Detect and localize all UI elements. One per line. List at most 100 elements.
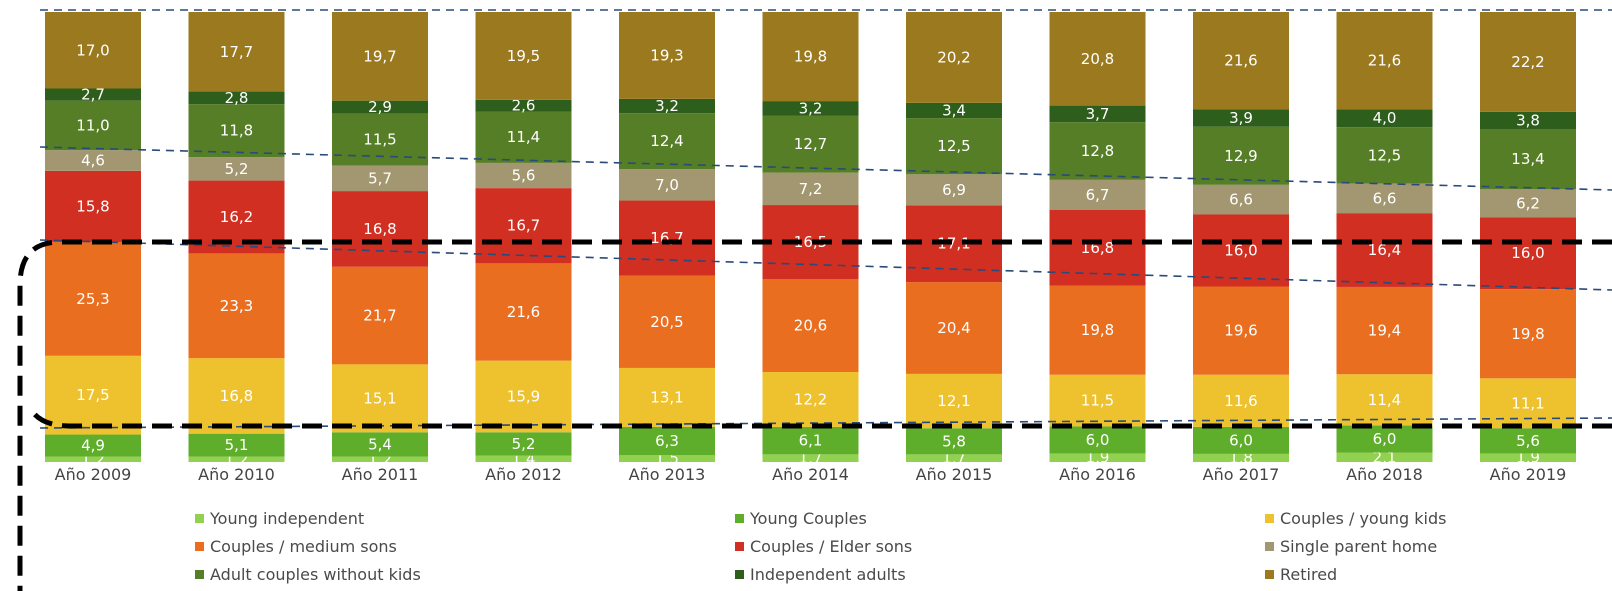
data-label: 12,9 (1224, 147, 1257, 165)
data-label: 2,9 (368, 98, 392, 116)
bar-segment (1480, 453, 1576, 462)
data-label: 12,5 (1368, 146, 1401, 164)
bar-segment (619, 367, 715, 427)
data-label: 16,0 (1511, 244, 1544, 262)
data-label: 6,0 (1373, 430, 1397, 448)
x-tick-label: Año 2009 (55, 465, 132, 484)
data-label: 15,1 (363, 389, 396, 407)
data-label: 5,2 (225, 160, 249, 178)
bar-segment (332, 432, 428, 457)
bar-segment (619, 426, 715, 456)
bar-segment (619, 169, 715, 201)
data-label: 7,2 (799, 180, 823, 198)
bar-segment (475, 99, 572, 112)
bar-segment (762, 101, 859, 116)
data-label: 19,7 (363, 47, 396, 65)
legend-item: Retired (1265, 561, 1337, 587)
bar-segment (619, 113, 715, 170)
data-label: 23,3 (220, 297, 253, 315)
bar-segment (188, 157, 285, 181)
data-label: 12,4 (650, 132, 683, 150)
legend-item: Couples / Elder sons (735, 533, 912, 559)
bar-segment (45, 434, 141, 457)
bar-segment (1480, 289, 1576, 379)
bar-segment (475, 111, 572, 163)
data-label: 2,6 (512, 97, 536, 115)
highlight-box-bottom (27, 406, 1612, 429)
data-label: 7,0 (655, 176, 679, 194)
x-tick-label: Año 2013 (629, 465, 706, 484)
legend-item: Young independent (195, 505, 364, 531)
legend-label: Couples / young kids (1280, 508, 1447, 528)
bar-segment (332, 456, 428, 462)
bar-segment (1193, 453, 1289, 462)
data-label: 6,9 (942, 181, 966, 199)
data-label: 20,4 (937, 319, 970, 337)
bar-segment (1336, 109, 1433, 128)
x-tick-label: Año 2018 (1346, 465, 1423, 484)
bar-segment (1480, 428, 1576, 454)
bar-segment (1336, 374, 1433, 426)
data-label: 3,8 (1516, 111, 1540, 129)
data-label: 16,8 (363, 220, 396, 238)
data-label: 17,7 (220, 43, 253, 61)
bar-segment (762, 12, 859, 102)
legend-swatch (735, 513, 744, 523)
bar-segment (475, 188, 572, 264)
bar-segment (45, 12, 141, 89)
data-label: 12,1 (937, 392, 970, 410)
data-label: 4,0 (1373, 109, 1397, 127)
annotation-layer (17, 9, 1612, 591)
data-label: 2,7 (81, 86, 105, 104)
data-label: 21,7 (363, 307, 396, 325)
bar-segment (619, 98, 715, 114)
data-label: 13,4 (1511, 150, 1544, 168)
data-label: 6,6 (1373, 189, 1397, 207)
bar-segment (1049, 285, 1146, 375)
data-label: 19,4 (1368, 322, 1401, 340)
bar-segment (332, 191, 428, 267)
data-label: 2,1 (1373, 448, 1397, 466)
data-label: 11,5 (1081, 392, 1114, 410)
bars-layer: 1,24,917,525,315,84,611,02,717,01,25,116… (45, 12, 1576, 468)
bar-segment (1049, 453, 1146, 462)
data-label: 25,3 (76, 290, 109, 308)
bar-segment (1193, 214, 1289, 287)
data-label: 6,3 (655, 432, 679, 450)
data-label: 6,0 (1086, 431, 1110, 449)
data-label: 16,5 (794, 233, 827, 251)
bar-segment (906, 174, 1002, 206)
bar-segment (45, 355, 141, 435)
bar-segment (1480, 12, 1576, 112)
data-label: 6,1 (799, 432, 823, 450)
bar-segment (1049, 374, 1146, 427)
bar-segment (762, 279, 859, 372)
data-label: 19,5 (507, 47, 540, 65)
legend-label: Couples / medium sons (210, 536, 397, 556)
bar-segment (45, 100, 141, 151)
bar-segment (188, 104, 285, 158)
data-label: 4,9 (81, 437, 105, 455)
data-label: 16,4 (1368, 241, 1401, 259)
bar-segment (475, 455, 572, 462)
data-label: 3,2 (655, 97, 679, 115)
bar-segment (1049, 426, 1146, 454)
data-label: 11,5 (363, 131, 396, 149)
data-label: 11,6 (1224, 392, 1257, 410)
data-label: 12,8 (1081, 142, 1114, 160)
bar-segment (1336, 213, 1433, 287)
legend-label: Retired (1280, 564, 1338, 584)
bar-segment (1336, 425, 1433, 453)
bar-segment (188, 253, 285, 359)
legend-swatch (195, 541, 204, 551)
bar-segment (906, 454, 1002, 462)
bar-segment (762, 172, 859, 206)
bar-segment (619, 455, 715, 462)
x-tick-label: Año 2016 (1059, 465, 1136, 484)
bar-segment (45, 456, 141, 462)
legend-swatch (195, 513, 204, 523)
data-label: 19,6 (1224, 322, 1257, 340)
bar-segment (188, 180, 285, 254)
data-label: 13,1 (650, 388, 683, 406)
